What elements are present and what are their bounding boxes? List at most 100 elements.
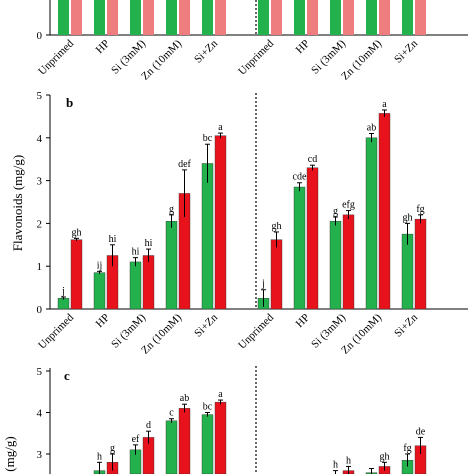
significance-letter: def: [178, 159, 191, 170]
panel-c-y-axis-title: (mg/g): [2, 436, 17, 471]
bar-green: [258, 0, 269, 35]
x-tick-label: Unprimed: [36, 37, 76, 77]
bar-red: [71, 0, 82, 35]
significance-letter: bc: [203, 133, 213, 144]
significance-letter: ij: [97, 260, 103, 271]
significance-letter: hi: [109, 234, 117, 245]
x-tick-label: Si+Zn: [192, 37, 220, 65]
bar-red: [178, 408, 191, 474]
bar-red: [307, 0, 318, 35]
bar-green: [330, 0, 341, 35]
bar-green: [202, 0, 213, 35]
significance-letter: hi: [145, 238, 153, 249]
bar-red: [107, 0, 118, 35]
bar-green: [201, 163, 214, 310]
bar-red: [415, 0, 426, 35]
bar-red: [343, 0, 354, 35]
significance-letter: g: [333, 206, 338, 217]
y-tick-label: 0: [37, 304, 43, 316]
x-tick-label: Unprimed: [236, 311, 276, 351]
bar-green: [166, 0, 177, 35]
bar-green: [94, 0, 105, 35]
y-tick-label: 5: [37, 366, 43, 378]
bar-green: [58, 0, 69, 35]
significance-letter: hi: [132, 247, 140, 258]
y-tick-label: 3: [37, 449, 43, 461]
significance-letter: gh: [272, 221, 282, 232]
bar-green: [165, 221, 178, 310]
x-tick-label: Unprimed: [236, 37, 276, 77]
significance-letter: h: [346, 455, 351, 466]
bar-red: [306, 167, 319, 310]
x-tick-label: HP: [294, 312, 312, 330]
significance-letter: a: [218, 389, 223, 400]
x-tick-label: Si+Zn: [192, 311, 220, 339]
x-tick-label: HP: [294, 38, 312, 56]
significance-letter: efg: [342, 200, 355, 211]
bar-red: [379, 0, 390, 35]
bar-green: [93, 272, 106, 310]
significance-letter: a: [382, 99, 387, 110]
y-tick-label: 5: [37, 90, 43, 102]
bar-red: [70, 239, 83, 310]
bar-red: [214, 401, 227, 474]
x-tick-label: HP: [94, 312, 112, 330]
significance-letter: d: [146, 420, 151, 431]
y-tick-label: 2: [37, 218, 43, 230]
bar-red: [143, 0, 154, 35]
significance-letter: gh: [72, 227, 82, 238]
significance-letter: fg: [403, 443, 411, 454]
bar-red: [270, 239, 283, 310]
significance-letter: g: [110, 443, 115, 454]
significance-letter: ab: [367, 123, 376, 134]
significance-letter: h: [97, 451, 102, 462]
bar-red: [378, 113, 391, 310]
significance-letter: cd: [308, 154, 317, 165]
significance-letter: c: [169, 408, 174, 419]
significance-letter: cde: [293, 172, 307, 183]
significance-letter: ef: [132, 434, 140, 445]
panel-a-y-tick-label: 0: [37, 30, 43, 42]
bar-red: [342, 214, 355, 310]
x-tick-label: HP: [94, 38, 112, 56]
significance-letter: de: [416, 426, 426, 437]
bar-green: [130, 0, 141, 35]
y-tick-label: 4: [37, 408, 43, 420]
significance-letter: h: [333, 460, 338, 471]
bar-green: [294, 0, 305, 35]
bar-green: [57, 298, 70, 310]
panel-b-y-axis-title: Flavonoids (mg/g): [10, 155, 25, 251]
bar-green: [129, 261, 142, 310]
bar-green: [366, 0, 377, 35]
bar-green: [165, 420, 178, 474]
significance-letter: gh: [380, 451, 390, 462]
bar-green: [401, 233, 414, 310]
y-tick-label: 1: [37, 261, 43, 273]
significance-letter: j: [61, 286, 65, 297]
bar-green: [293, 186, 306, 310]
significance-letter: ab: [180, 393, 189, 404]
bar-red: [215, 0, 226, 35]
significance-letter: a: [218, 122, 223, 133]
bar-green: [329, 221, 342, 310]
significance-letter: bc: [203, 402, 213, 413]
bar-green: [365, 137, 378, 310]
panel-b-label: b: [66, 95, 73, 110]
y-tick-label: 3: [37, 176, 43, 188]
bar-green: [402, 0, 413, 35]
panel-c-label: c: [64, 368, 70, 383]
x-tick-label: Si+Zn: [392, 37, 420, 65]
bar-green: [201, 414, 214, 474]
significance-letter: fg: [416, 204, 424, 215]
significance-letter: g: [169, 204, 174, 215]
x-tick-label: Unprimed: [36, 311, 76, 351]
bar-red: [271, 0, 282, 35]
significance-letter: j: [261, 279, 265, 290]
bar-red: [142, 255, 155, 310]
bar-red: [179, 0, 190, 35]
significance-letter: gh: [403, 212, 413, 223]
